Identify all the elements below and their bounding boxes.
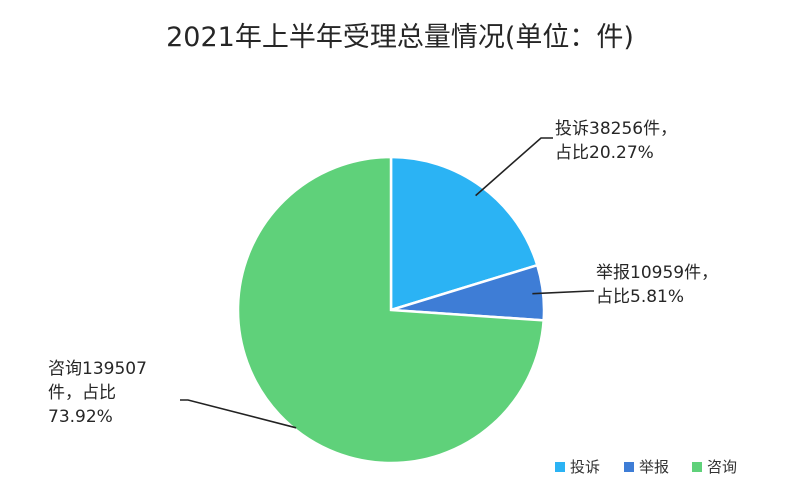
- legend-label: 举报: [639, 458, 669, 476]
- leader-line-1: [475, 137, 553, 197]
- data-labels: 投诉38256件， 占比20.27% 举报10959件， 占比5.81% 咨询13950…: [48, 119, 718, 427]
- legend-label: 投诉: [570, 458, 600, 476]
- data-label-line: 投诉38256件，: [555, 119, 677, 139]
- legend: 投诉 举报 咨询: [555, 458, 737, 476]
- pie-slice-1: [389, 155, 539, 312]
- data-label-line: 咨询139507: [48, 359, 147, 379]
- label-leader-lines: [180, 137, 594, 429]
- data-label-3: 咨询139507 件，占比 73.92%: [48, 359, 147, 427]
- data-label-1: 投诉38256件， 占比20.27%: [555, 119, 677, 163]
- legend-swatch: [555, 462, 565, 472]
- leader-line-2: [532, 290, 594, 295]
- data-label-line: 73.92%: [48, 407, 113, 427]
- pie-slices: [236, 155, 546, 465]
- data-label-line: 占比5.81%: [596, 287, 684, 307]
- leader-line-3: [180, 399, 297, 429]
- data-label-line: 件，占比: [48, 383, 116, 403]
- legend-swatch: [692, 462, 702, 472]
- chart-title: 2021年上半年受理总量情况(单位：件): [166, 22, 634, 53]
- data-label-2: 举报10959件， 占比5.81%: [596, 263, 718, 307]
- data-label-line: 举报10959件，: [596, 263, 718, 283]
- data-label-line: 占比20.27%: [555, 143, 654, 163]
- legend-swatch: [624, 462, 634, 472]
- pie-slice-3: [236, 155, 545, 465]
- legend-label: 咨询: [707, 458, 737, 476]
